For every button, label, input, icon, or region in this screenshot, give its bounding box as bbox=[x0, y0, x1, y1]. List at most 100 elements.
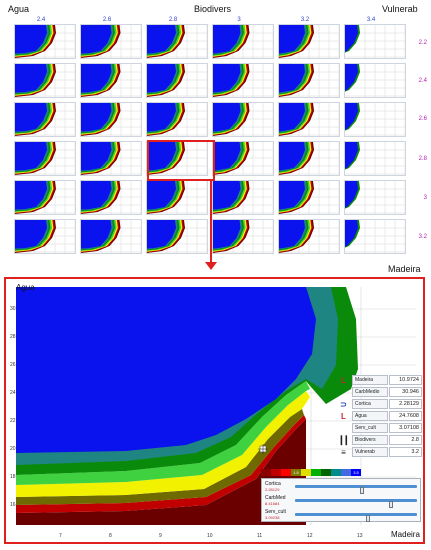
scale-swatch bbox=[311, 469, 321, 476]
grid-cell[interactable] bbox=[80, 180, 142, 215]
grid-cell[interactable] bbox=[212, 180, 274, 215]
region-band bbox=[147, 181, 176, 214]
scale-swatch bbox=[271, 469, 281, 476]
grid-cell[interactable] bbox=[344, 24, 406, 59]
slider-cortica[interactable]: Cortica 2.28129 bbox=[265, 481, 419, 494]
legend-value: 10.9724 bbox=[389, 375, 422, 385]
grid-cell[interactable] bbox=[344, 141, 406, 176]
grid-cell[interactable] bbox=[146, 63, 208, 98]
selected-cell-highlight[interactable] bbox=[147, 140, 215, 181]
legend-value: 3.07108 bbox=[389, 423, 422, 433]
grid-cell[interactable] bbox=[344, 180, 406, 215]
grid-cell[interactable] bbox=[278, 141, 340, 176]
grid-cell[interactable] bbox=[146, 180, 208, 215]
legend-name: CarbMedio bbox=[352, 387, 388, 397]
slider-knob[interactable] bbox=[365, 515, 370, 522]
grid-cell[interactable] bbox=[14, 219, 76, 254]
grid-cell[interactable] bbox=[278, 63, 340, 98]
grid-cell[interactable] bbox=[14, 141, 76, 176]
grid-cell[interactable] bbox=[146, 219, 208, 254]
grid-cell[interactable] bbox=[146, 141, 208, 176]
legend-row-vulnerab[interactable]: ≡ Vulnerab 3.2 bbox=[339, 447, 423, 458]
grid-cell[interactable] bbox=[344, 102, 406, 137]
region-band bbox=[147, 103, 176, 136]
grid-cell[interactable] bbox=[278, 180, 340, 215]
slider-serv-cult[interactable]: Serv_cult 3.09238 bbox=[265, 509, 419, 522]
legend-row-madeira[interactable]: L Madeira 10.9724 bbox=[339, 375, 423, 386]
slider-knob[interactable] bbox=[359, 487, 364, 494]
column-tick: 3.2 bbox=[300, 17, 310, 23]
grid-cell[interactable] bbox=[278, 102, 340, 137]
y-tick: 26 bbox=[10, 362, 16, 368]
grid-cell[interactable] bbox=[146, 24, 208, 59]
grid-cell[interactable] bbox=[14, 180, 76, 215]
grid-cell[interactable] bbox=[80, 24, 142, 59]
legend-row-cortica[interactable]: ⊃ Cortica 2.28129 bbox=[339, 399, 423, 410]
color-scale: 1.5 3.5 bbox=[261, 469, 361, 476]
legend-row-agua[interactable]: L Agua 24.7608 bbox=[339, 411, 423, 422]
grid-cell[interactable] bbox=[80, 219, 142, 254]
grid-cell[interactable] bbox=[212, 24, 274, 59]
region-band bbox=[279, 142, 305, 175]
column-tick: 2.4 bbox=[36, 17, 46, 23]
grid-cell[interactable] bbox=[146, 102, 208, 137]
grid-cell[interactable] bbox=[344, 63, 406, 98]
region-band bbox=[213, 25, 241, 58]
x-tick: 8 bbox=[109, 533, 112, 539]
x-tick: 7 bbox=[59, 533, 62, 539]
region-band bbox=[81, 103, 112, 136]
column-tick: 2.6 bbox=[102, 17, 112, 23]
legend-value: 2.8 bbox=[389, 435, 422, 445]
zoom-connector bbox=[210, 181, 212, 263]
x-tick: 12 bbox=[307, 533, 313, 539]
grid-cell[interactable] bbox=[80, 102, 142, 137]
region-band bbox=[279, 25, 305, 58]
band-dark-red bbox=[16, 419, 306, 525]
grid-cell[interactable] bbox=[80, 63, 142, 98]
grid-cell[interactable] bbox=[14, 63, 76, 98]
scale-swatch bbox=[301, 469, 311, 476]
scale-swatch bbox=[341, 469, 351, 476]
legend-name: Cortica bbox=[352, 399, 388, 409]
slider-name: Serv_cult bbox=[265, 509, 286, 515]
legend-row-biodivers[interactable]: ┃┃ Biodivers 2.8 bbox=[339, 435, 423, 446]
zoom-x-label: Madeira bbox=[391, 530, 420, 539]
lines-icon: ≡ bbox=[341, 448, 346, 457]
grid-cell[interactable] bbox=[278, 219, 340, 254]
madeira-label: Madeira bbox=[388, 264, 421, 274]
legend-value: 2.28129 bbox=[389, 399, 422, 409]
region-band bbox=[15, 103, 47, 136]
slider-value: 2.28129 bbox=[265, 487, 280, 492]
y-tick: 22 bbox=[10, 418, 16, 424]
region-band bbox=[213, 103, 241, 136]
legend-name: Biodivers bbox=[352, 435, 388, 445]
slider-track[interactable] bbox=[295, 485, 417, 494]
x-tick: 10 bbox=[207, 533, 213, 539]
legend-row-serv-cult[interactable]: Serv_cult 3.07108 bbox=[339, 423, 423, 434]
x-tick: 9 bbox=[159, 533, 162, 539]
zoom-plot[interactable] bbox=[6, 279, 423, 542]
grid-cell[interactable] bbox=[278, 24, 340, 59]
region-band bbox=[15, 64, 47, 97]
bars-icon: ┃┃ bbox=[339, 436, 349, 445]
legend-row-carbmedio[interactable]: CarbMedio 30.946 bbox=[339, 387, 423, 398]
grid-cell[interactable] bbox=[212, 63, 274, 98]
grid-cell[interactable] bbox=[212, 102, 274, 137]
grid-cell[interactable] bbox=[14, 24, 76, 59]
slider-track[interactable] bbox=[295, 499, 417, 508]
grid-cell[interactable] bbox=[80, 141, 142, 176]
slider-name: CarbMed bbox=[265, 495, 286, 501]
grid-cell[interactable] bbox=[344, 219, 406, 254]
region-band bbox=[279, 103, 305, 136]
region-band bbox=[147, 64, 176, 97]
slider-carbmed[interactable]: CarbMed 8.41684 bbox=[265, 495, 419, 508]
band-red bbox=[16, 415, 306, 517]
column-tick: 3.4 bbox=[366, 17, 376, 23]
grid-cell[interactable] bbox=[14, 102, 76, 137]
slider-track[interactable] bbox=[295, 513, 417, 522]
region-band bbox=[15, 25, 47, 58]
slider-knob[interactable] bbox=[389, 501, 394, 508]
grid-cell[interactable] bbox=[212, 141, 274, 176]
region-band bbox=[345, 25, 358, 58]
grid-cell[interactable] bbox=[212, 219, 274, 254]
